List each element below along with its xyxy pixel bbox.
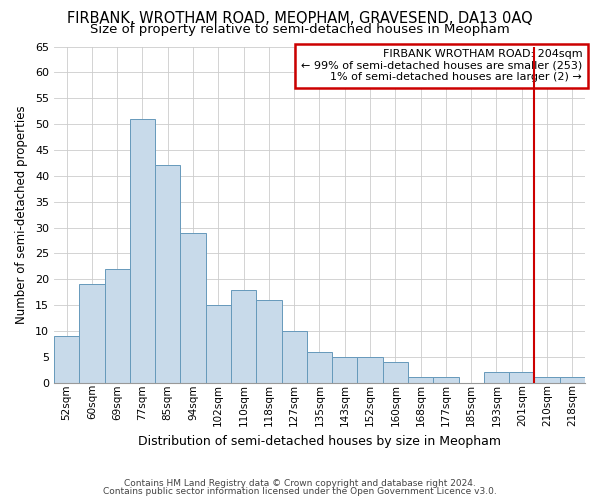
Y-axis label: Number of semi-detached properties: Number of semi-detached properties	[15, 106, 28, 324]
Bar	[383, 362, 408, 382]
Bar	[79, 284, 104, 382]
X-axis label: Distribution of semi-detached houses by size in Meopham: Distribution of semi-detached houses by …	[138, 434, 501, 448]
Bar	[130, 119, 155, 382]
Bar	[307, 352, 332, 382]
Bar	[181, 232, 206, 382]
Bar	[433, 378, 458, 382]
Bar	[484, 372, 509, 382]
Bar	[206, 305, 231, 382]
Bar	[155, 166, 181, 382]
Text: Size of property relative to semi-detached houses in Meopham: Size of property relative to semi-detach…	[90, 22, 510, 36]
Bar	[231, 290, 256, 382]
Text: FIRBANK WROTHAM ROAD: 204sqm
← 99% of semi-detached houses are smaller (253)
1% : FIRBANK WROTHAM ROAD: 204sqm ← 99% of se…	[301, 50, 582, 82]
Bar	[104, 269, 130, 382]
Bar	[332, 357, 358, 382]
Bar	[509, 372, 535, 382]
Bar	[358, 357, 383, 382]
Bar	[560, 378, 585, 382]
Text: Contains HM Land Registry data © Crown copyright and database right 2024.: Contains HM Land Registry data © Crown c…	[124, 478, 476, 488]
Bar	[408, 378, 433, 382]
Bar	[54, 336, 79, 382]
Bar	[256, 300, 281, 382]
Text: Contains public sector information licensed under the Open Government Licence v3: Contains public sector information licen…	[103, 487, 497, 496]
Text: FIRBANK, WROTHAM ROAD, MEOPHAM, GRAVESEND, DA13 0AQ: FIRBANK, WROTHAM ROAD, MEOPHAM, GRAVESEN…	[67, 11, 533, 26]
Bar	[281, 331, 307, 382]
Bar	[535, 378, 560, 382]
